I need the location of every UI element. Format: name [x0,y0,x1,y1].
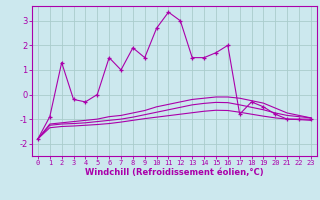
X-axis label: Windchill (Refroidissement éolien,°C): Windchill (Refroidissement éolien,°C) [85,168,264,177]
